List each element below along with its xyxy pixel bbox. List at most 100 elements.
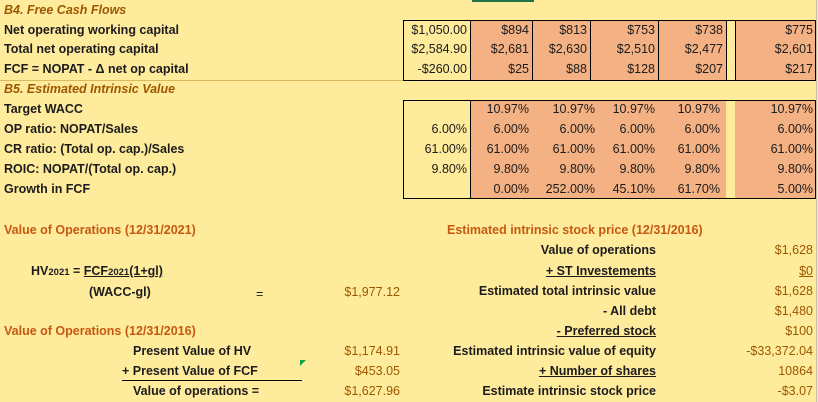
sp-value[interactable]: $100 <box>785 324 813 338</box>
iv-table-border <box>403 100 816 199</box>
cell[interactable]: $217 <box>785 62 813 76</box>
sp-value[interactable]: $1,480 <box>774 304 813 318</box>
cell[interactable]: $25 <box>508 62 529 76</box>
cell[interactable]: 6.00% <box>431 122 467 136</box>
cell[interactable]: 61.00% <box>612 142 655 156</box>
fcf-section-title: B4. Free Cash Flows <box>4 3 127 17</box>
hv-prefix: HV <box>31 264 49 278</box>
fcf-prefix: FCF <box>83 264 109 278</box>
pv-hv-value[interactable]: $1,174.91 <box>344 344 400 358</box>
cell[interactable]: 9.80% <box>559 162 595 176</box>
sp-value[interactable]: $1,628 <box>774 243 813 257</box>
cell[interactable]: 10.97% <box>612 102 655 116</box>
sp-label: + ST Investements <box>545 264 656 278</box>
cell[interactable]: 10.97% <box>486 102 529 116</box>
sp-value[interactable]: -$33,372.04 <box>746 344 813 358</box>
cell[interactable]: 9.80% <box>777 162 813 176</box>
sum-underline <box>122 380 302 381</box>
cell[interactable]: $775 <box>785 23 813 37</box>
green-triangle-icon <box>300 360 306 366</box>
cell[interactable]: 10.97% <box>552 102 595 116</box>
fcf-gap-column <box>726 20 735 81</box>
formula-numerator: FCF2021(1+gl) <box>84 264 163 278</box>
row-label: OP ratio: NOPAT/Sales <box>4 122 139 136</box>
cell[interactable]: 6.00% <box>619 122 655 136</box>
cell[interactable]: $2,584.90 <box>411 42 467 56</box>
pv-fcf-value[interactable]: $453.05 <box>354 364 400 378</box>
vo-2016-title: Value of Operations (12/31/2016) <box>4 324 196 338</box>
cell[interactable]: 45.10% <box>612 182 655 196</box>
sheet-edge <box>816 0 817 402</box>
cell[interactable] <box>403 180 467 199</box>
cell[interactable]: 6.00% <box>493 122 529 136</box>
hv-eq: = <box>69 264 84 278</box>
cell[interactable]: 5.00% <box>777 182 813 196</box>
cell[interactable]: 10.97% <box>770 102 813 116</box>
cell[interactable]: 9.80% <box>619 162 655 176</box>
cell[interactable]: 6.00% <box>777 122 813 136</box>
sp-value[interactable]: -$3.07 <box>777 384 813 398</box>
cell[interactable]: $738 <box>695 23 723 37</box>
row-label: Total net operating capital <box>4 42 159 56</box>
cell[interactable]: 9.80% <box>493 162 529 176</box>
sp-label: Value of operations <box>540 243 656 257</box>
cell[interactable]: 61.00% <box>424 142 467 156</box>
vo-total-label: Value of operations = <box>133 384 260 398</box>
row-label: FCF = NOPAT - Δ net op capital <box>4 62 189 76</box>
cell[interactable]: 61.00% <box>677 142 720 156</box>
sp-label: - All debt <box>602 304 656 318</box>
cell[interactable]: 61.70% <box>677 182 720 196</box>
selected-column-marker <box>472 0 534 2</box>
equals-sign: = <box>256 287 264 301</box>
cell[interactable]: -$260.00 <box>417 62 467 76</box>
row-label: ROIC: NOPAT/(Total op. cap.) <box>4 162 177 176</box>
cell[interactable]: 252.00% <box>545 182 595 196</box>
vo-total-value[interactable]: $1,627.96 <box>344 384 400 398</box>
hv-2021-value[interactable]: $1,977.12 <box>344 285 400 299</box>
row-label: Target WACC <box>4 102 83 116</box>
hv-year: 2021 <box>48 267 70 278</box>
sp-value[interactable]: 10864 <box>778 364 813 378</box>
iv-gap-column <box>726 100 735 199</box>
sp-label: + Number of shares <box>538 364 656 378</box>
fcf-forecast-fill <box>470 20 816 81</box>
formula-denominator: (WACC-gl) <box>89 285 151 299</box>
cell[interactable]: $2,681 <box>490 42 529 56</box>
cell[interactable]: $2,510 <box>616 42 655 56</box>
pv-hv-label: Present Value of HV <box>133 344 252 358</box>
cell[interactable]: $753 <box>627 23 655 37</box>
pv-fcf-label: + Present Value of FCF <box>122 364 258 378</box>
sp-label: Estimated total intrinsic value <box>478 284 656 298</box>
cell[interactable]: 9.80% <box>684 162 720 176</box>
iv-section-title: B5. Estimated Intrinsic Value <box>4 82 176 96</box>
cell[interactable]: 61.00% <box>486 142 529 156</box>
cell[interactable]: $894 <box>501 23 529 37</box>
sp-value[interactable]: $1,628 <box>774 284 813 298</box>
cell[interactable]: $1,050.00 <box>411 23 467 37</box>
cell[interactable]: 61.00% <box>770 142 813 156</box>
cell[interactable]: $207 <box>695 62 723 76</box>
cell[interactable]: $88 <box>566 62 587 76</box>
cell[interactable]: 61.00% <box>552 142 595 156</box>
cell[interactable]: $2,630 <box>548 42 587 56</box>
cell[interactable]: $2,601 <box>774 42 813 56</box>
sp-label: - Preferred stock <box>556 324 656 338</box>
row-label: Growth in FCF <box>4 182 91 196</box>
fcf-suffix: (1+gl) <box>129 264 163 278</box>
hv-formula: HV2021 = FCF2021(1+gl) <box>31 262 163 281</box>
cell[interactable]: 6.00% <box>559 122 595 136</box>
iv-forecast-fill <box>470 100 816 199</box>
cell[interactable]: $2,477 <box>684 42 723 56</box>
stock-price-title: Estimated intrinsic stock price (12/31/2… <box>447 223 703 237</box>
sp-value[interactable]: $0 <box>799 264 813 278</box>
cell[interactable]: $813 <box>559 23 587 37</box>
row-label: CR ratio: (Total op. cap.)/Sales <box>4 142 185 156</box>
cell[interactable]: 0.00% <box>493 182 529 196</box>
cell[interactable]: $128 <box>627 62 655 76</box>
row-label: Net operating working capital <box>4 23 180 37</box>
cell[interactable] <box>403 100 467 119</box>
cell[interactable]: 10.97% <box>677 102 720 116</box>
cell[interactable]: 9.80% <box>431 162 467 176</box>
cell[interactable]: 6.00% <box>684 122 720 136</box>
